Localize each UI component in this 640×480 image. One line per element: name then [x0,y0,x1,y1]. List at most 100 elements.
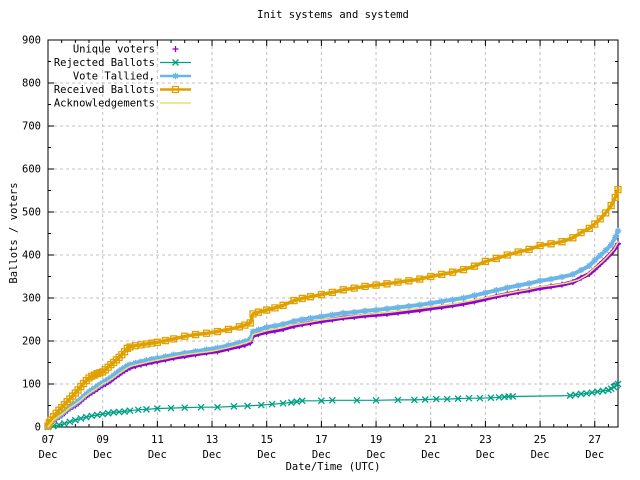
series-marker-received-ballots [90,371,99,379]
legend-label-received-ballots: Received Ballots [54,84,155,96]
series-line-received-ballots [46,187,620,428]
series-marker-vote-tallied [126,361,134,368]
series-marker-received-ballots [427,272,435,281]
series-marker-rejected-ballots [594,388,601,396]
series-marker-rejected-ballots [465,394,473,402]
legend-marker-unique-voters [172,46,179,52]
x-tick-label-day: 25 [534,434,547,446]
series-marker-vote-tallied [607,241,615,248]
series-marker-received-ballots [249,310,257,318]
series-marker-vote-tallied [236,339,243,346]
series-marker-vote-tallied [591,256,598,264]
x-tick-label-month: Dec [148,449,167,461]
series-marker-rejected-ballots [421,396,429,403]
series-marker-rejected-ballots [244,402,252,410]
chart-title: Init systems and systemd [257,9,409,21]
series-marker-received-ballots [126,343,134,351]
series-marker-vote-tallied [307,315,314,322]
x-tick-label-day: 23 [479,434,492,446]
series-marker-rejected-ballots [142,405,150,413]
series-marker-vote-tallied [113,370,120,377]
series-marker-rejected-ballots [454,395,462,403]
y-tick-label: 700 [22,121,41,133]
series-marker-rejected-ballots [126,407,134,415]
series-marker-vote-tallied [279,321,287,328]
series-marker-received-ballots [79,379,88,388]
series-marker-rejected-ballots [298,397,306,405]
series-marker-received-ballots [68,392,77,400]
series-marker-received-ballots [109,358,118,367]
y-tick-label: 200 [22,336,41,348]
series-marker-received-ballots [470,262,479,270]
x-tick-label-day: 27 [588,434,601,446]
series-marker-received-ballots [492,254,500,263]
series-marker-received-ballots [63,397,71,406]
series-marker-received-ballots [101,366,110,374]
legend-marker-vote-tallied [172,72,179,80]
series-marker-rejected-ballots [572,391,580,399]
series-marker-received-ballots [235,323,244,331]
x-tick-label-month: Dec [93,449,112,461]
series-marker-vote-tallied [504,284,511,291]
series-marker-vote-tallied [214,344,221,352]
series-marker-received-ballots [611,193,619,202]
series-marker-rejected-ballots [495,393,503,401]
series-marker-received-ballots [104,363,112,371]
series-marker-vote-tallied [449,296,456,303]
series-marker-vote-tallied [110,372,117,379]
legend-label-vote-tallied: Vote Tallied, [73,71,155,83]
series-marker-received-ballots [224,325,233,334]
series-marker-rejected-ballots [121,408,129,415]
x-tick-label-day: 13 [206,434,219,446]
series-marker-received-ballots [394,278,402,286]
series-marker-vote-tallied [107,374,115,381]
x-tick-label-month: Dec [531,449,550,461]
series-marker-received-ballots [153,338,162,346]
series-marker-vote-tallied [372,306,380,314]
series-marker-received-ballots [350,284,358,292]
series-marker-received-ballots [614,185,622,194]
series-marker-vote-tallied [154,355,161,362]
series-marker-vote-tallied [247,336,254,343]
series-marker-received-ballots [142,340,151,348]
series-marker-vote-tallied [137,358,145,365]
series-marker-vote-tallied [99,379,106,386]
series-marker-received-ballots [107,361,115,369]
series-marker-vote-tallied [290,318,298,325]
x-tick-label-day: 19 [370,434,383,446]
series-marker-received-ballots [96,369,104,377]
series-marker-received-ballots [339,286,347,294]
y-tick-label: 600 [22,164,41,176]
series-marker-rejected-ballots [372,396,380,404]
series-marker-received-ballots [372,281,380,289]
x-tick-label-month: Dec [367,449,386,461]
series-marker-vote-tallied [85,388,93,395]
series-marker-vote-tallied [83,390,90,398]
legend-marker-rejected-ballots [172,59,179,66]
series-marker-rejected-ballots [110,408,118,416]
series-marker-vote-tallied [350,308,358,316]
y-tick-label: 400 [22,250,41,262]
series-marker-received-ballots [298,294,306,303]
legend-label-rejected-ballots: Rejected Ballots [54,57,155,69]
series-marker-received-ballots [536,241,544,250]
series-marker-received-ballots [481,257,490,266]
y-tick-label: 500 [22,207,41,219]
series-marker-rejected-ballots [77,414,85,422]
series-marker-vote-tallied [74,398,82,405]
series-marker-vote-tallied [586,262,593,269]
series-marker-received-ballots [596,215,604,223]
x-tick-label-month: Dec [257,449,276,461]
series-marker-vote-tallied [515,282,522,289]
series-marker-vote-tallied [63,405,71,413]
series-marker-received-ballots [77,382,85,391]
series-marker-vote-tallied [597,252,604,259]
series-marker-rejected-ballots [230,402,238,410]
series-marker-vote-tallied [438,298,445,305]
series-marker-received-ballots [213,327,222,336]
series-marker-received-ballots [241,321,249,329]
series-marker-received-ballots [131,342,140,350]
series-marker-received-ballots [383,280,391,288]
series-marker-rejected-ballots [443,395,451,403]
